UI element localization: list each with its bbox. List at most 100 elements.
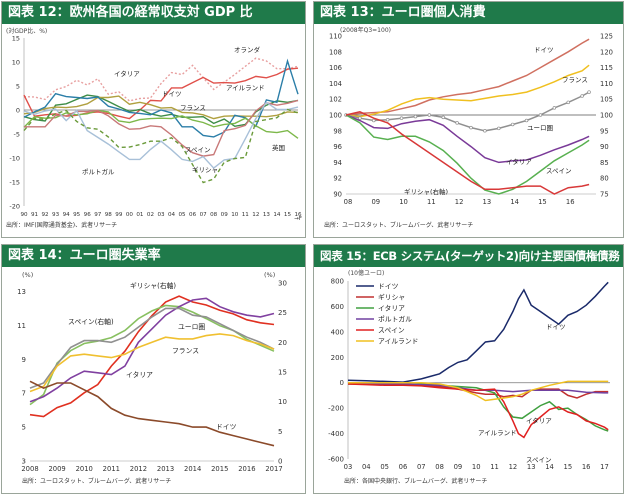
series-label: ユーロ圏: [527, 124, 553, 132]
series-label: オランダ: [234, 45, 261, 54]
series-point: [399, 116, 404, 120]
x-tick-label: 11: [490, 463, 499, 471]
series-line: [23, 101, 299, 170]
series-line: [23, 109, 299, 139]
series-point: [566, 100, 570, 105]
legend-label: スペイン: [378, 327, 405, 335]
unit-label-left: (%): [22, 271, 33, 279]
series-point: [510, 122, 515, 127]
y-tick-label-left: 13: [17, 288, 26, 296]
y-tick-label: 600: [331, 303, 344, 311]
chart-title-15: 図表 15：ECB システム(ターゲット2)向け主要国債権債務: [314, 245, 623, 267]
x-tick-label: 12: [509, 463, 518, 471]
x-tick-label: 2013: [157, 465, 174, 473]
x-tick-label: 10: [399, 198, 408, 206]
y-tick-label-right: 100: [600, 112, 613, 120]
series-point: [552, 106, 557, 110]
x-tick-label: 16: [582, 463, 591, 471]
x-tick-label: 12: [252, 212, 259, 218]
chart-13-svg: (2008年Q3=100)110108106104102100989694929…: [324, 26, 613, 229]
series-line: [23, 58, 299, 138]
y-tick-label-right: 0: [278, 458, 282, 466]
series-label: スペイン(右軸): [68, 317, 114, 326]
x-tick-label: 14: [273, 212, 281, 218]
x-tick-label: 13: [263, 212, 271, 218]
x-tick-label: 16: [566, 198, 575, 206]
x-tick-label: 07: [417, 463, 426, 471]
x-tick-label: 2011: [103, 465, 120, 473]
y-tick-label-left: 98: [333, 127, 342, 135]
series-line: [29, 295, 275, 418]
series-line: [24, 99, 299, 157]
series-line: [347, 281, 609, 383]
y-tick-label-left: 3: [22, 458, 26, 466]
x-tick-label: 2016: [238, 465, 255, 473]
y-tick-label-left: 90: [333, 191, 342, 199]
y-tick-label-left: 110: [329, 33, 342, 41]
series-line: [347, 383, 609, 439]
series-label: ポルトガル: [82, 167, 115, 176]
x-tick-label: 01: [136, 212, 144, 218]
y-tick-label-right: 75: [600, 191, 609, 199]
source-label: 出所：ユーロスタット、ブルームバーグ、武者リサーチ: [22, 477, 171, 485]
y-tick-label-right: 110: [600, 80, 613, 88]
x-tick-label: 08: [435, 463, 444, 471]
y-tick-label: 200: [331, 354, 344, 362]
series-line: [29, 333, 275, 393]
series-point: [587, 90, 591, 94]
series-label: アイルランド: [226, 84, 265, 92]
x-tick-label: 16: [294, 212, 302, 218]
series-label: ドイツ: [162, 90, 182, 98]
series-line: [348, 380, 609, 402]
y-tick-label: -600: [328, 456, 344, 464]
x-tick-label: 15: [284, 212, 292, 218]
y-tick-label: 10: [12, 59, 20, 67]
y-tick-label-right: 30: [278, 280, 287, 288]
y-tick-label-right: 25: [278, 309, 287, 317]
series-line: [29, 307, 275, 389]
y-tick-label: -10: [9, 155, 20, 163]
x-tick-label: 2012: [130, 465, 147, 473]
x-tick-label: 11: [427, 198, 436, 206]
series-point: [358, 116, 362, 120]
x-tick-label: 2008: [21, 465, 38, 473]
legend-label: イタリア: [378, 304, 405, 313]
series-line: [345, 64, 590, 118]
x-tick-label: 14: [510, 198, 519, 206]
series-point: [469, 125, 473, 130]
x-tick-label: 15: [564, 463, 573, 471]
x-tick-label: 08: [344, 198, 353, 206]
x-tick-label: 03: [344, 463, 353, 471]
y-tick-label-right: 5: [278, 428, 282, 436]
x-tick-label: 96: [84, 212, 92, 218]
source-label: 出所：ユーロスタット、ブルームバーグ、武者リサーチ: [324, 221, 473, 229]
y-tick-label-left: 104: [329, 80, 342, 88]
x-tick-label: 98: [105, 212, 113, 218]
x-tick-label: 2017: [265, 465, 282, 473]
unit-label-right: (%): [264, 271, 275, 279]
series-point: [427, 113, 432, 117]
x-tick-label: 04: [362, 463, 371, 471]
x-tick-label: 09: [454, 463, 463, 471]
y-tick-label-right: 80: [600, 175, 609, 183]
series-point: [413, 114, 418, 119]
x-tick-label: 17: [600, 463, 609, 471]
y-tick-label-right: 15: [278, 369, 287, 377]
series-label: イタリア: [114, 69, 140, 78]
y-tick-label: 15: [12, 35, 20, 43]
series-line: [29, 297, 275, 403]
y-tick-label-left: 9: [22, 356, 26, 364]
x-suffix: →F: [294, 216, 302, 222]
y-tick-label-left: 11: [17, 322, 26, 330]
x-tick-label: 07: [200, 212, 208, 218]
series-label: フランス: [562, 76, 588, 84]
series-label: ギリシャ(右軸): [130, 281, 176, 290]
y-tick-label-right: 20: [278, 339, 287, 347]
chart-title-14: 図表 14：ユーロ圏失業率: [2, 245, 305, 267]
x-tick-label: 92: [42, 212, 49, 218]
y-tick-label: -400: [328, 430, 344, 438]
x-tick-label: 09: [221, 212, 229, 218]
series-line: [23, 108, 299, 184]
unit-label: (10億ユーロ): [348, 269, 384, 277]
series-point: [385, 117, 390, 122]
